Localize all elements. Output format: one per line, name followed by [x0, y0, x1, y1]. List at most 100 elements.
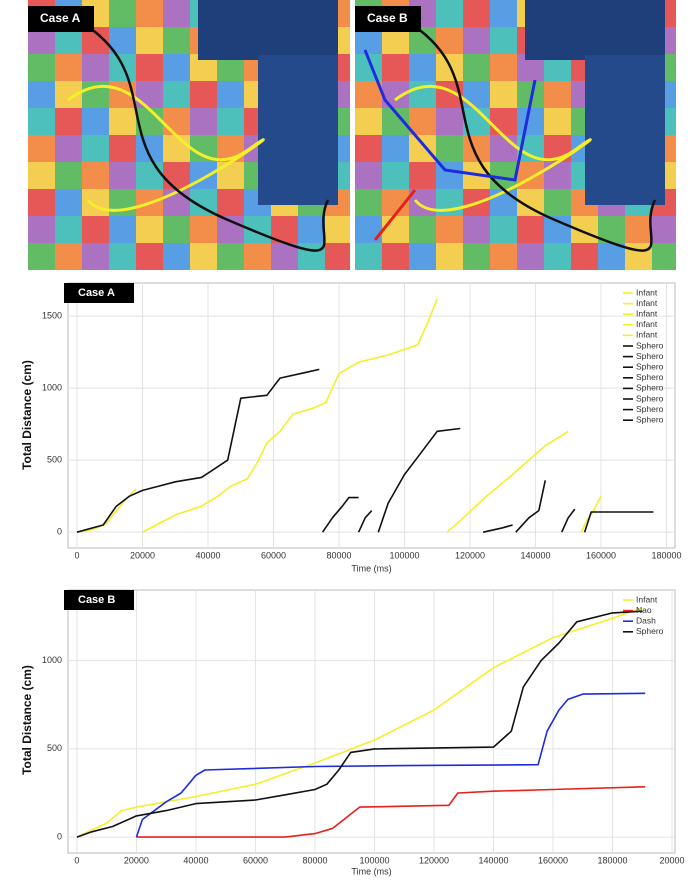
- y-tick-label: 1000: [42, 383, 62, 393]
- x-tick-label: 60000: [243, 855, 268, 865]
- mat-tile: [82, 54, 109, 81]
- mat-tile: [163, 81, 190, 108]
- x-tick-label: 140000: [478, 855, 508, 865]
- x-tick-label: 0: [74, 855, 79, 865]
- legend-label: Sphero: [636, 414, 664, 424]
- mat-tile: [109, 216, 136, 243]
- mat-tile: [544, 162, 571, 189]
- photo-case-a: [28, 0, 352, 270]
- y-tick-label: 0: [57, 527, 62, 537]
- mat-tile: [55, 108, 82, 135]
- mat-tile: [109, 243, 136, 270]
- y-axis-label: Total Distance (cm): [20, 360, 34, 470]
- legend-label: Infant: [636, 594, 658, 604]
- mat-tile: [382, 54, 409, 81]
- mat-tile: [217, 189, 244, 216]
- mat-tile: [109, 189, 136, 216]
- mat-tile: [217, 243, 244, 270]
- x-tick-label: 120000: [419, 855, 449, 865]
- mat-tile: [82, 189, 109, 216]
- mat-tile: [490, 54, 517, 81]
- mat-tile: [190, 81, 217, 108]
- x-axis-label: Time (ms): [351, 866, 391, 876]
- mat-tile: [490, 27, 517, 54]
- mat-tile: [28, 54, 55, 81]
- mat-tile: [355, 162, 382, 189]
- x-tick-label: 60000: [261, 550, 286, 560]
- mat-tile: [55, 189, 82, 216]
- mat-tile: [409, 162, 436, 189]
- mat-tile: [163, 162, 190, 189]
- mat-tile: [355, 216, 382, 243]
- x-tick-label: 120000: [455, 550, 485, 560]
- y-axis-label: Total Distance (cm): [20, 665, 34, 775]
- mat-tile: [109, 162, 136, 189]
- mat-tile: [109, 0, 136, 27]
- mat-tile: [28, 135, 55, 162]
- photo-label: Case A: [40, 11, 81, 25]
- mat-tile: [517, 108, 544, 135]
- x-tick-label: 20000: [660, 855, 685, 865]
- mat-tile: [136, 0, 163, 27]
- mat-tile: [28, 243, 55, 270]
- mat-tile: [28, 108, 55, 135]
- mat-tile: [571, 243, 598, 270]
- mat-tile: [409, 54, 436, 81]
- legend-label: Sphero: [636, 404, 664, 414]
- mat-tile: [463, 27, 490, 54]
- x-tick-label: 180000: [651, 550, 681, 560]
- legend-label: Sphero: [636, 372, 664, 382]
- mat-tile: [436, 189, 463, 216]
- x-axis-label: Time (ms): [351, 563, 391, 573]
- y-tick-label: 500: [47, 455, 62, 465]
- chart-title: Case B: [78, 594, 115, 606]
- x-tick-label: 180000: [597, 855, 627, 865]
- mat-tile: [82, 108, 109, 135]
- mat-tile: [190, 108, 217, 135]
- mat-tile: [355, 243, 382, 270]
- mat-tile: [625, 216, 652, 243]
- legend-label: Sphero: [636, 361, 664, 371]
- legend-label: Sphero: [636, 340, 664, 350]
- x-tick-label: 100000: [389, 550, 419, 560]
- mat-tile: [136, 243, 163, 270]
- mat-tile: [163, 135, 190, 162]
- mat-tile: [163, 243, 190, 270]
- y-tick-label: 1000: [42, 655, 62, 665]
- mat-tile: [136, 54, 163, 81]
- y-tick-label: 500: [47, 743, 62, 753]
- mat-tile: [136, 27, 163, 54]
- mat-tile: [190, 243, 217, 270]
- mat-tile: [490, 0, 517, 27]
- mat-tile: [355, 189, 382, 216]
- mat-tile: [163, 54, 190, 81]
- mat-tile: [298, 216, 325, 243]
- mat-block: [585, 135, 665, 205]
- mat-tile: [382, 135, 409, 162]
- mat-tile: [109, 108, 136, 135]
- chart-title: Case A: [78, 287, 115, 299]
- legend-label: Sphero: [636, 383, 664, 393]
- photo-case-b: [355, 0, 679, 270]
- mat-tile: [544, 189, 571, 216]
- legend-label: Infant: [636, 298, 658, 308]
- mat-tile: [190, 216, 217, 243]
- mat-block: [258, 135, 338, 205]
- mat-tile: [82, 243, 109, 270]
- mat-tile: [55, 243, 82, 270]
- mat-tile: [325, 216, 352, 243]
- x-tick-label: 0: [74, 550, 79, 560]
- mat-tile: [409, 243, 436, 270]
- photo-label: Case B: [367, 11, 408, 25]
- mat-tile: [517, 243, 544, 270]
- mat-tile: [409, 135, 436, 162]
- legend-label: Infant: [636, 330, 658, 340]
- mat-tile: [28, 81, 55, 108]
- legend-label: Sphero: [636, 393, 664, 403]
- mat-tile: [544, 108, 571, 135]
- legend-label: Infant: [636, 319, 658, 329]
- legend-label: Sphero: [636, 626, 664, 636]
- mat-tile: [490, 81, 517, 108]
- mat-block: [198, 0, 338, 60]
- mat-tile: [652, 216, 679, 243]
